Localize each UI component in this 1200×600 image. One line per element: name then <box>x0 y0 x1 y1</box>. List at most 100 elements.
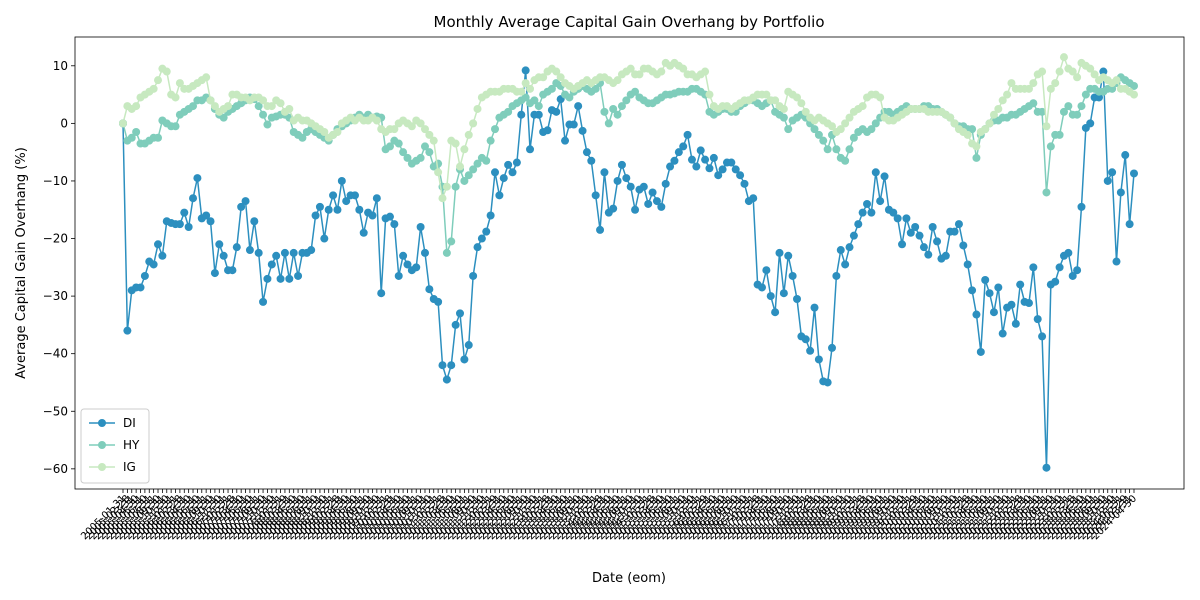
data-point <box>1055 67 1064 76</box>
data-point <box>158 251 167 260</box>
data-point <box>793 93 801 102</box>
data-point <box>1073 266 1082 275</box>
legend-label: HY <box>123 438 140 452</box>
data-point <box>473 104 482 113</box>
data-point <box>407 122 416 131</box>
data-point <box>1099 67 1108 76</box>
data-point <box>526 145 535 154</box>
data-point <box>779 113 788 122</box>
data-point <box>959 241 968 250</box>
data-point <box>486 136 495 145</box>
data-point <box>600 107 609 116</box>
data-point <box>469 119 478 128</box>
data-point <box>845 113 854 122</box>
data-point <box>600 168 609 177</box>
data-point <box>644 199 653 208</box>
legend-label: DI <box>123 416 136 430</box>
data-point <box>845 243 854 252</box>
data-point <box>736 171 745 180</box>
data-point <box>806 346 815 355</box>
data-point <box>1086 64 1095 73</box>
data-point <box>390 125 399 134</box>
data-point <box>504 160 513 169</box>
data-point <box>810 303 819 312</box>
data-point <box>784 125 793 134</box>
data-point <box>119 119 127 128</box>
data-point <box>289 248 298 257</box>
data-point <box>184 223 193 232</box>
data-point <box>219 113 228 122</box>
data-point <box>473 159 482 168</box>
data-point <box>552 67 561 76</box>
data-point <box>171 122 180 131</box>
data-point <box>1112 76 1121 85</box>
data-point <box>613 110 622 119</box>
data-point <box>1055 263 1064 272</box>
data-point <box>368 211 377 220</box>
data-point <box>1073 73 1082 82</box>
data-point <box>674 148 683 157</box>
data-point <box>968 125 977 134</box>
data-point <box>394 139 403 148</box>
data-point <box>210 269 219 278</box>
data-point <box>876 93 885 102</box>
data-point <box>285 274 294 283</box>
data-point <box>1130 81 1138 90</box>
data-point <box>683 130 692 139</box>
data-point <box>609 104 618 113</box>
data-point <box>311 211 320 220</box>
data-point <box>272 251 281 260</box>
data-point <box>1003 90 1012 99</box>
data-point <box>464 171 473 180</box>
data-point <box>604 119 613 128</box>
data-point <box>889 208 898 217</box>
data-point <box>1038 107 1047 116</box>
data-point <box>254 102 263 111</box>
data-point <box>416 223 425 232</box>
chart-title: Monthly Average Capital Gain Overhang by… <box>434 13 825 31</box>
data-point <box>762 90 771 99</box>
data-point <box>477 234 486 243</box>
data-point <box>1073 110 1082 119</box>
data-point <box>132 128 141 137</box>
data-point <box>403 153 412 162</box>
data-point <box>447 237 456 246</box>
data-point <box>180 208 189 217</box>
data-point <box>591 84 600 93</box>
data-point <box>263 274 272 283</box>
legend-marker <box>98 463 106 471</box>
data-point <box>206 217 215 226</box>
data-point <box>814 355 823 364</box>
data-point <box>425 130 434 139</box>
data-point <box>355 205 364 214</box>
data-point <box>149 84 158 93</box>
data-point <box>267 102 276 111</box>
data-point <box>696 146 705 155</box>
data-point <box>521 79 530 88</box>
data-point <box>981 275 990 284</box>
data-point <box>950 119 959 128</box>
data-point <box>434 159 443 168</box>
data-point <box>679 142 688 151</box>
data-point <box>1038 332 1047 341</box>
data-point <box>224 102 233 111</box>
x-axis-label: Date (eom) <box>592 571 666 586</box>
data-point <box>517 110 526 119</box>
data-point <box>285 104 294 113</box>
data-point <box>622 96 631 105</box>
data-point <box>928 223 937 232</box>
data-point <box>539 73 548 82</box>
data-point <box>810 125 819 134</box>
data-point <box>434 168 443 177</box>
data-point <box>451 182 460 191</box>
data-point <box>1007 79 1016 88</box>
data-point <box>933 237 942 246</box>
y-tick-label: −50 <box>43 404 68 418</box>
data-point <box>998 96 1007 105</box>
data-point <box>399 148 408 157</box>
data-point <box>350 191 359 200</box>
data-point <box>276 274 285 283</box>
data-point <box>876 197 885 206</box>
data-point <box>228 266 237 275</box>
